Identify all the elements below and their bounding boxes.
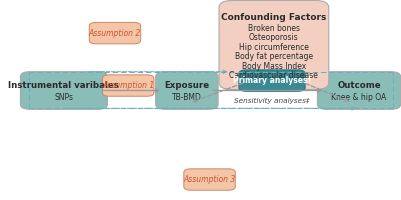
Text: Osteoporosis: Osteoporosis xyxy=(249,33,299,42)
Text: Body fat percentage: Body fat percentage xyxy=(235,52,313,61)
Text: SNPs: SNPs xyxy=(55,93,73,102)
Text: Broken bones: Broken bones xyxy=(248,24,300,33)
Text: Primary analyses†: Primary analyses† xyxy=(233,76,311,85)
FancyBboxPatch shape xyxy=(239,70,305,91)
Text: Knee & hip OA: Knee & hip OA xyxy=(331,93,387,102)
Text: Sensitivity analyses‡: Sensitivity analyses‡ xyxy=(234,98,310,104)
FancyBboxPatch shape xyxy=(89,22,141,44)
FancyBboxPatch shape xyxy=(318,72,401,109)
Text: Assumption 2: Assumption 2 xyxy=(89,29,141,38)
FancyBboxPatch shape xyxy=(20,72,107,109)
FancyBboxPatch shape xyxy=(184,169,235,190)
Text: TB-BMD: TB-BMD xyxy=(172,93,202,102)
Text: Cardiovascular disease: Cardiovascular disease xyxy=(229,71,318,80)
Text: Exposure: Exposure xyxy=(164,81,209,90)
Text: Assumption 1: Assumption 1 xyxy=(102,81,154,90)
Text: Hip circumference: Hip circumference xyxy=(239,43,309,52)
Text: Outcome: Outcome xyxy=(337,81,381,90)
FancyBboxPatch shape xyxy=(219,0,329,90)
FancyBboxPatch shape xyxy=(103,75,154,96)
Text: Assumption 3: Assumption 3 xyxy=(183,175,236,184)
Text: Body Mass Index: Body Mass Index xyxy=(242,62,306,71)
Text: Confounding Factors: Confounding Factors xyxy=(221,13,326,22)
FancyBboxPatch shape xyxy=(156,72,218,109)
Text: Instrumental varibales: Instrumental varibales xyxy=(8,81,119,90)
